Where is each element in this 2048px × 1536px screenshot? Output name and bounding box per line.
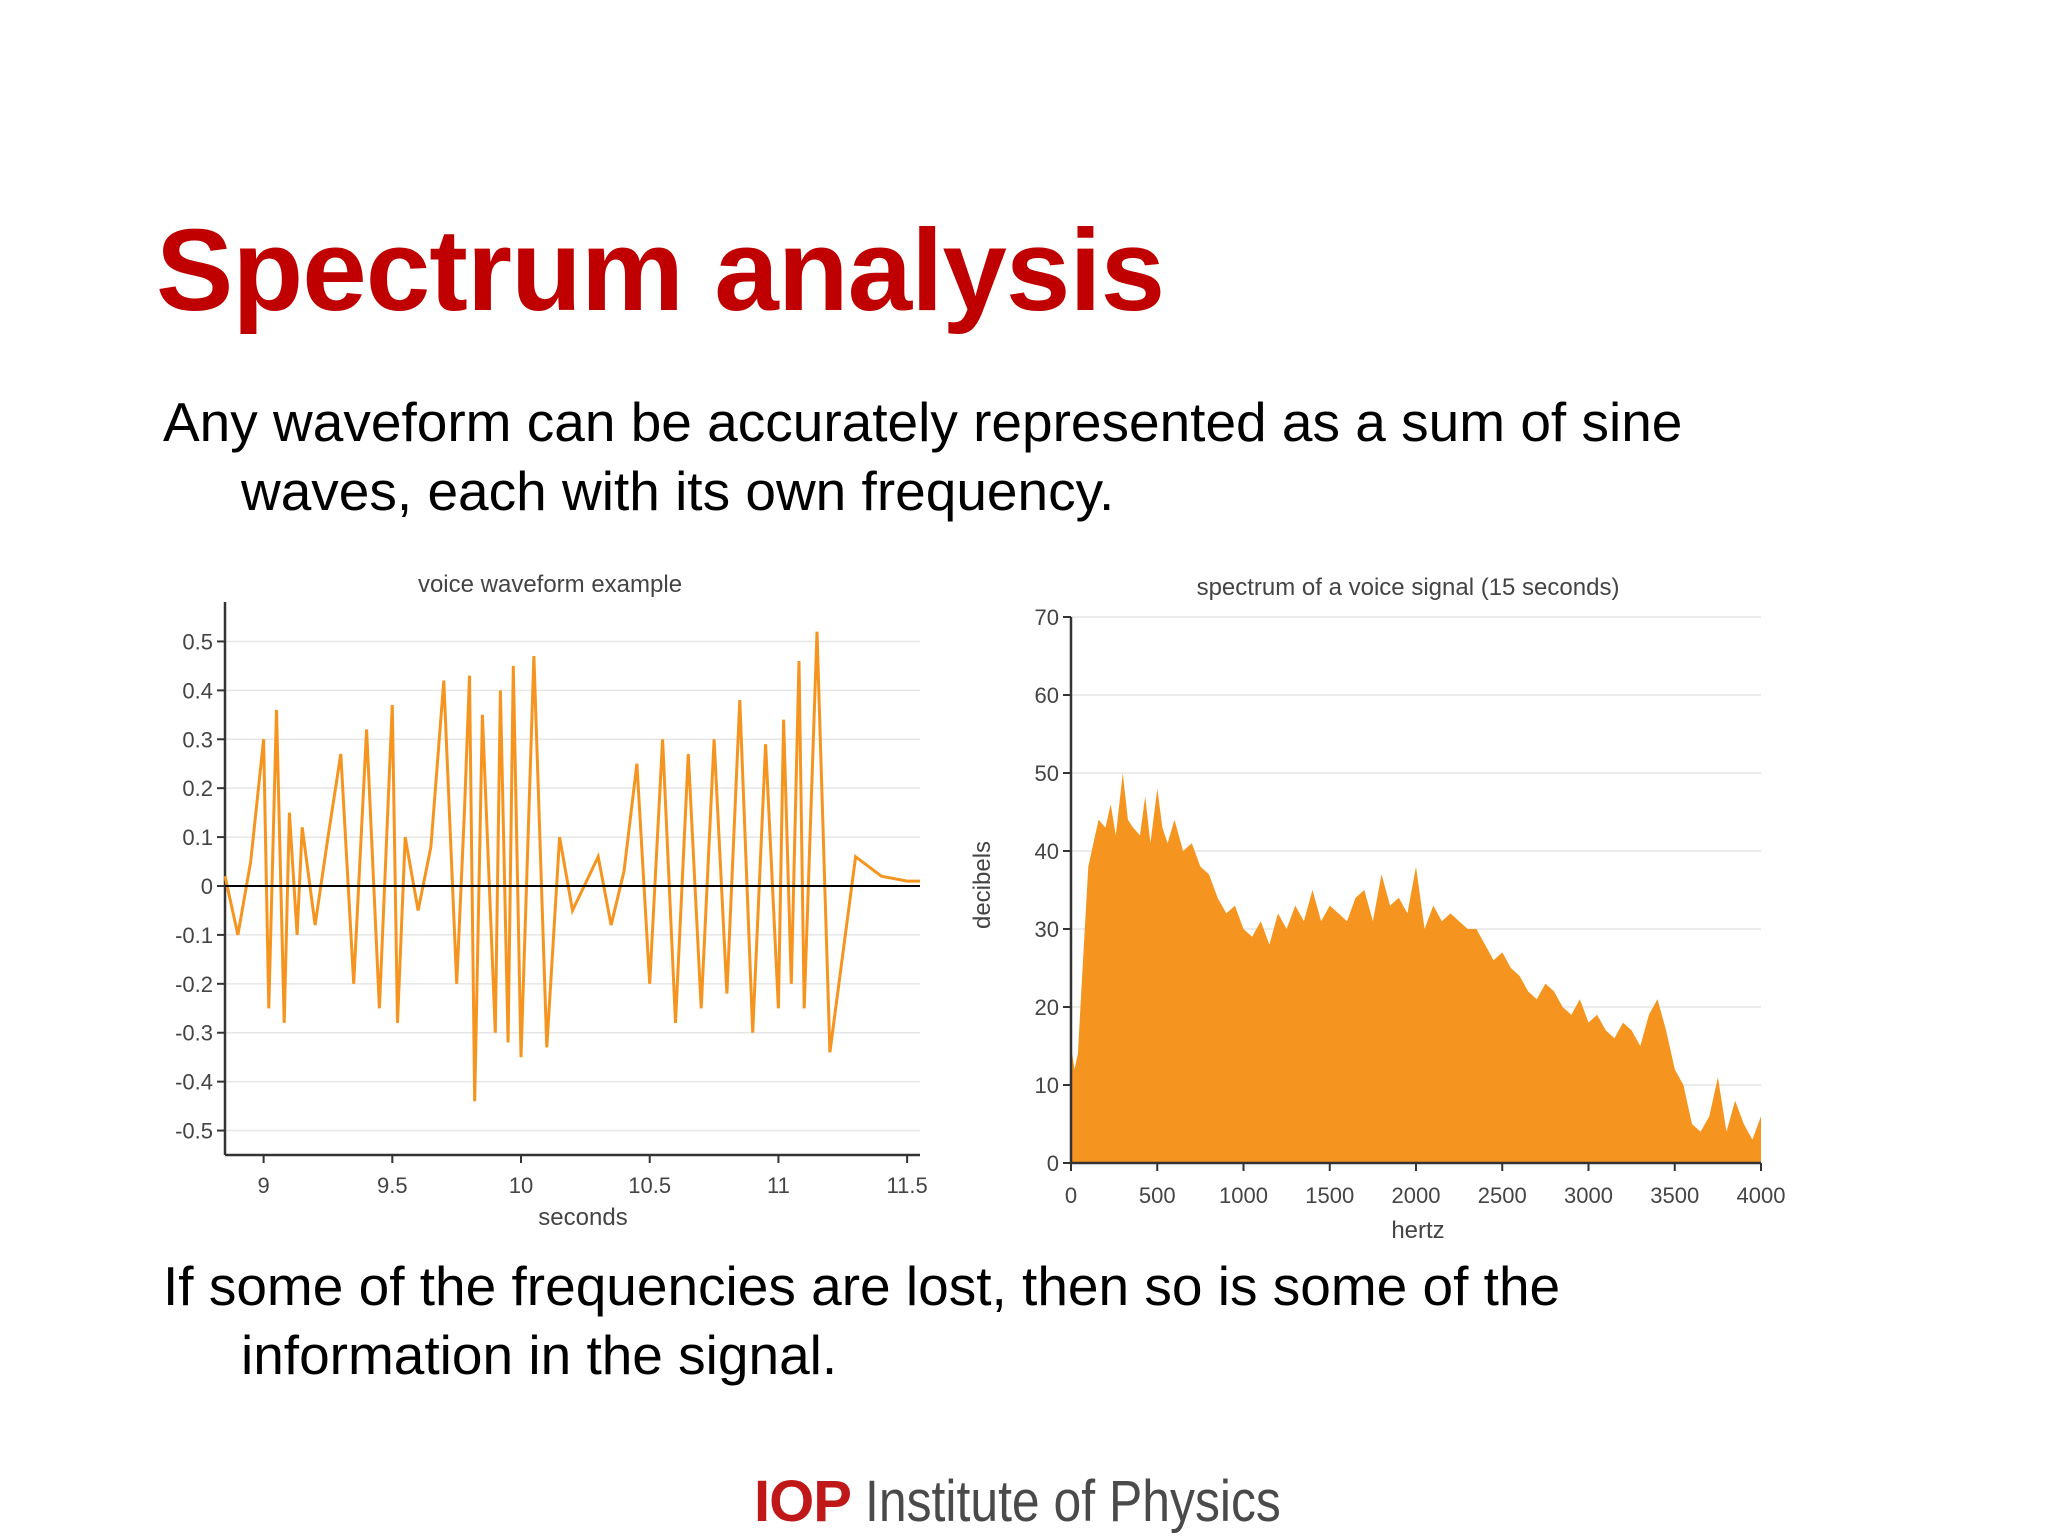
spectrum-y-tick-label: 40 xyxy=(1035,839,1059,864)
bullet-2-line-2: information in the signal. xyxy=(241,1324,838,1386)
spectrum-x-tick-label: 1500 xyxy=(1305,1183,1354,1208)
spectrum-y-axis-label: decibels xyxy=(969,841,996,929)
spectrum-y-ticks: 70 60 50 40 30 20 10 0 xyxy=(1035,605,1071,1176)
waveform-x-ticks: 9 9.5 10 10.5 11 11.5 xyxy=(257,1155,928,1198)
waveform-y-tick-label: 0 xyxy=(201,874,213,899)
waveform-x-tick-label: 10 xyxy=(509,1173,533,1198)
waveform-y-tick-label: 0.4 xyxy=(182,678,213,703)
waveform-y-tick-label: -0.2 xyxy=(175,972,213,997)
bullet-1-line-2: waves, each with its own frequency. xyxy=(241,460,1115,522)
spectrum-x-tick-label: 2000 xyxy=(1392,1183,1441,1208)
waveform-y-tick-label: 0.3 xyxy=(182,727,213,752)
waveform-x-tick-label: 11.5 xyxy=(887,1173,928,1198)
spectrum-x-tick-label: 1000 xyxy=(1219,1183,1268,1208)
spectrum-y-tick-label: 50 xyxy=(1035,761,1059,786)
bullet-lost-frequencies: If some of the frequencies are lost, the… xyxy=(163,1252,1863,1390)
waveform-y-tick-label: 0.2 xyxy=(182,776,213,801)
waveform-y-tick-label: -0.5 xyxy=(175,1119,213,1144)
spectrum-x-tick-label: 3000 xyxy=(1564,1183,1613,1208)
waveform-y-tick-label: 0.1 xyxy=(182,825,213,850)
iop-logo-text: Institute of Physics xyxy=(864,1469,1281,1534)
spectrum-x-tick-label: 2500 xyxy=(1478,1183,1527,1208)
bullet-waveform-sum: Any waveform can be accurately represent… xyxy=(163,388,1863,526)
waveform-x-tick-label: 10.5 xyxy=(628,1173,671,1198)
spectrum-y-tick-label: 60 xyxy=(1035,683,1059,708)
spectrum-x-tick-label: 3500 xyxy=(1650,1183,1699,1208)
spectrum-x-tick-label: 500 xyxy=(1139,1183,1176,1208)
spectrum-x-tick-label: 0 xyxy=(1065,1183,1077,1208)
waveform-y-tick-label: -0.4 xyxy=(175,1070,213,1095)
spectrum-x-ticks: 0 500 1000 1500 2000 2500 3000 3500 4000 xyxy=(1065,1163,1786,1208)
slide-title: Spectrum analysis xyxy=(156,205,1165,335)
spectrum-series-area xyxy=(1071,773,1761,1163)
waveform-y-tick-label: -0.1 xyxy=(175,923,213,948)
waveform-chart: voice waveform example 0.5 0.4 0.3 0.2 0.1 0 -… xyxy=(175,571,928,1231)
waveform-y-tick-label: 0.5 xyxy=(182,629,213,654)
waveform-y-tick-label: -0.3 xyxy=(175,1021,213,1046)
waveform-series-line xyxy=(223,631,920,1102)
spectrum-title: spectrum of a voice signal (15 seconds) xyxy=(1197,574,1620,601)
waveform-x-tick-label: 9 xyxy=(257,1173,269,1198)
spectrum-y-tick-label: 30 xyxy=(1035,917,1059,942)
waveform-title: voice waveform example xyxy=(418,571,682,598)
iop-logo: IOP Institute of Physics xyxy=(754,1468,1348,1535)
spectrum-chart: spectrum of a voice signal (15 seconds) … xyxy=(969,574,1786,1244)
waveform-x-tick-label: 9.5 xyxy=(377,1173,408,1198)
spectrum-x-axis-label: hertz xyxy=(1391,1217,1444,1244)
spectrum-y-tick-label: 0 xyxy=(1047,1151,1059,1176)
spectrum-y-tick-label: 70 xyxy=(1035,605,1059,630)
waveform-x-axis-label: seconds xyxy=(538,1204,627,1231)
waveform-x-tick-label: 11 xyxy=(767,1173,790,1198)
bullet-2-line-1: If some of the frequencies are lost, the… xyxy=(163,1255,1561,1317)
spectrum-y-tick-label: 20 xyxy=(1035,995,1059,1020)
spectrum-x-tick-label: 4000 xyxy=(1737,1183,1786,1208)
iop-logo-mark: IOP xyxy=(754,1469,852,1534)
waveform-y-ticks: 0.5 0.4 0.3 0.2 0.1 0 -0.1 -0.2 -0.3 -0.4 -0.5 xyxy=(175,629,225,1144)
bullet-1-line-1: Any waveform can be accurately represent… xyxy=(163,391,1683,453)
spectrum-y-tick-label: 10 xyxy=(1035,1073,1059,1098)
